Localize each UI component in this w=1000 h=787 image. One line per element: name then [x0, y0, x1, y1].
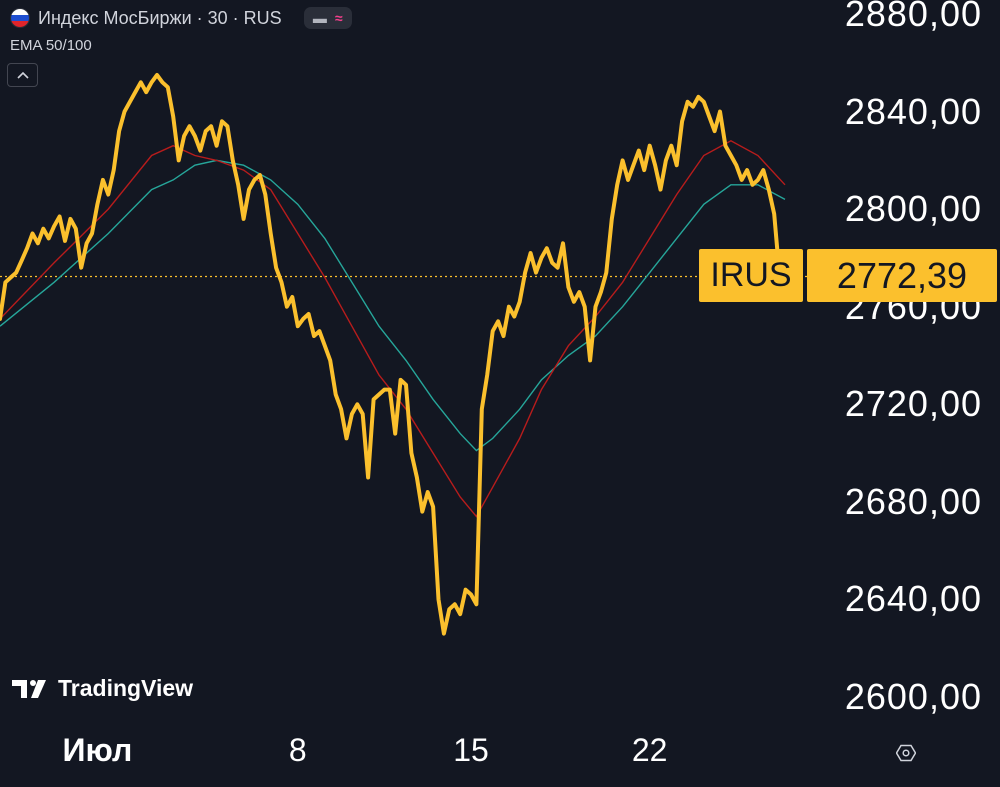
- collapse-indicators-button[interactable]: [7, 63, 38, 87]
- flag-stripe-blue: [11, 15, 29, 21]
- indicator-label[interactable]: EMA 50/100: [10, 37, 92, 54]
- price-axis-tick-label: 2680,00: [844, 480, 982, 522]
- russia-flag-icon: [10, 8, 30, 28]
- symbol-header[interactable]: Индекс МосБиржи · 30 · RUS ▬ ≈: [10, 6, 352, 30]
- last-price-tag: 2772,39: [807, 249, 997, 302]
- time-axis-tick-label: 15: [453, 732, 489, 768]
- flag-stripe-white: [11, 9, 29, 15]
- flag-stripe-red: [11, 21, 29, 27]
- symbol-price-tag: IRUS: [699, 249, 803, 302]
- price-line: [0, 73, 782, 636]
- chevron-up-icon: [16, 71, 29, 79]
- price-axis-tick-label: 2800,00: [844, 188, 982, 230]
- price-axis-tick-label: 2880,00: [844, 0, 982, 34]
- price-axis-tick-label: 2720,00: [844, 383, 982, 425]
- ema100-line: [0, 159, 786, 452]
- symbol-title[interactable]: Индекс МосБиржи · 30 · RUS: [38, 7, 282, 28]
- tradingview-logo-icon: [12, 679, 46, 698]
- tradingview-watermark[interactable]: TradingView: [12, 675, 193, 702]
- ema50-line: [0, 140, 786, 518]
- price-axis-tick-label: 2640,00: [844, 578, 982, 620]
- price-axis-tick-label: 2600,00: [844, 676, 982, 717]
- line-mode-icon: ▬: [312, 10, 327, 26]
- wave-mode-icon: ≈: [334, 10, 343, 26]
- chart-settings-icon[interactable]: [896, 743, 916, 763]
- time-axis-tick-label: 22: [631, 732, 668, 768]
- time-axis-tick-label: Июл: [62, 732, 133, 768]
- chart-mode-toggle[interactable]: ▬ ≈: [303, 7, 352, 29]
- time-axis-tick-label: 8: [288, 732, 307, 768]
- price-axis-tick-label: 2840,00: [844, 90, 982, 132]
- tradingview-brand: TradingView: [58, 675, 194, 701]
